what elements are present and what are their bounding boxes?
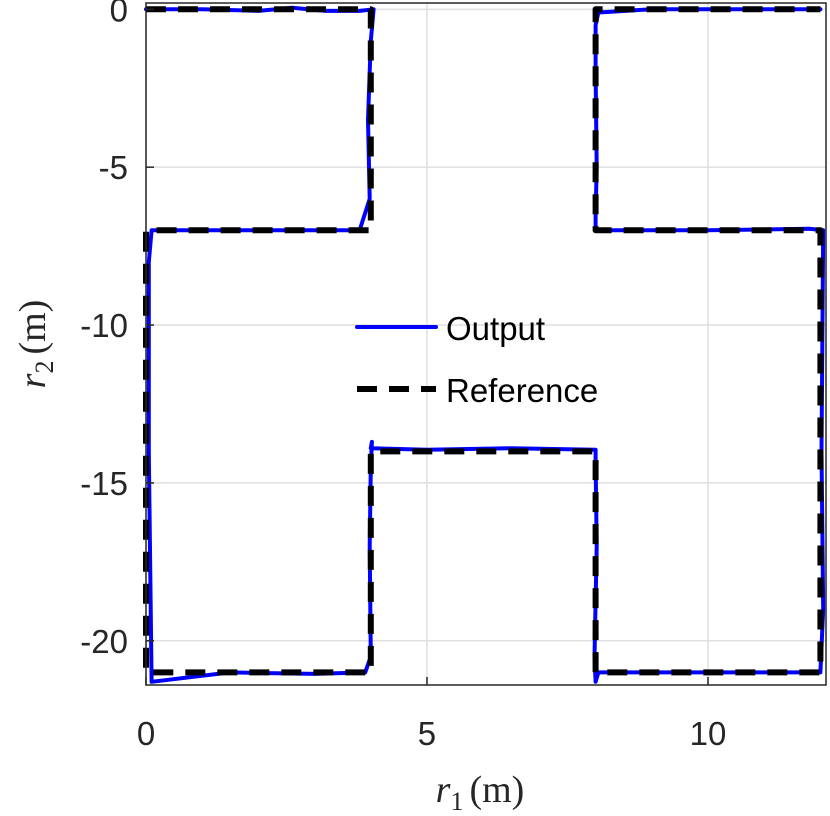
y-tick-label: -15: [80, 465, 128, 502]
x-axis-label-var: r: [436, 769, 451, 811]
series-line-reference: [143, 6, 824, 676]
series-layer: [143, 5, 826, 684]
legend-entry-output: Output: [446, 310, 545, 347]
y-tick-label: -10: [80, 307, 128, 344]
y-axis-label-sub: 2: [30, 361, 59, 374]
y-axis-label-var: r: [12, 373, 54, 388]
x-tick-label: 5: [418, 715, 436, 752]
y-axis-label-unit: (m): [12, 300, 54, 355]
legend: Output Reference: [355, 310, 598, 409]
plot-area-border: [145, 2, 827, 686]
x-axis-label: r1 (m): [436, 769, 525, 816]
x-tick-label: 10: [690, 715, 727, 752]
x-axis-label-unit: (m): [469, 769, 524, 811]
x-axis-label-sub: 1: [450, 787, 463, 816]
y-tick-label: -5: [99, 149, 128, 186]
ticks: 0 5 10 0 -5 -10 -15 -20: [80, 0, 726, 752]
y-tick-label: 0: [110, 0, 128, 28]
y-tick-label: -20: [80, 623, 128, 660]
x-tick-label: 0: [137, 715, 155, 752]
legend-entry-reference: Reference: [446, 372, 598, 409]
y-axis-label: r2 (m): [12, 300, 59, 389]
